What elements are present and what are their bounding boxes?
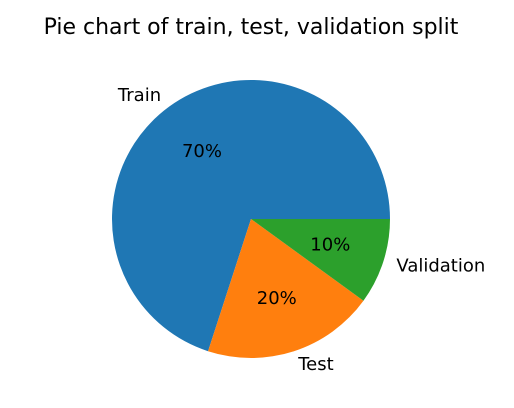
pie-slice-train xyxy=(112,80,391,352)
chart-title: Pie chart of train, test, validation spl… xyxy=(44,15,459,40)
slice-label-test: Test xyxy=(297,354,333,375)
slice-label-train: Train xyxy=(117,85,161,106)
pie-slices xyxy=(112,80,391,358)
pct-label-train: 70% xyxy=(182,141,222,162)
pct-label-test: 20% xyxy=(257,288,297,309)
pie-labels: Train 70% Test 20% Validation 10% xyxy=(117,85,485,375)
slice-label-validation: Validation xyxy=(396,256,485,277)
pie-slice-test xyxy=(208,219,364,358)
pct-label-validation: 10% xyxy=(310,234,350,255)
pie-slice-validation xyxy=(251,219,390,301)
